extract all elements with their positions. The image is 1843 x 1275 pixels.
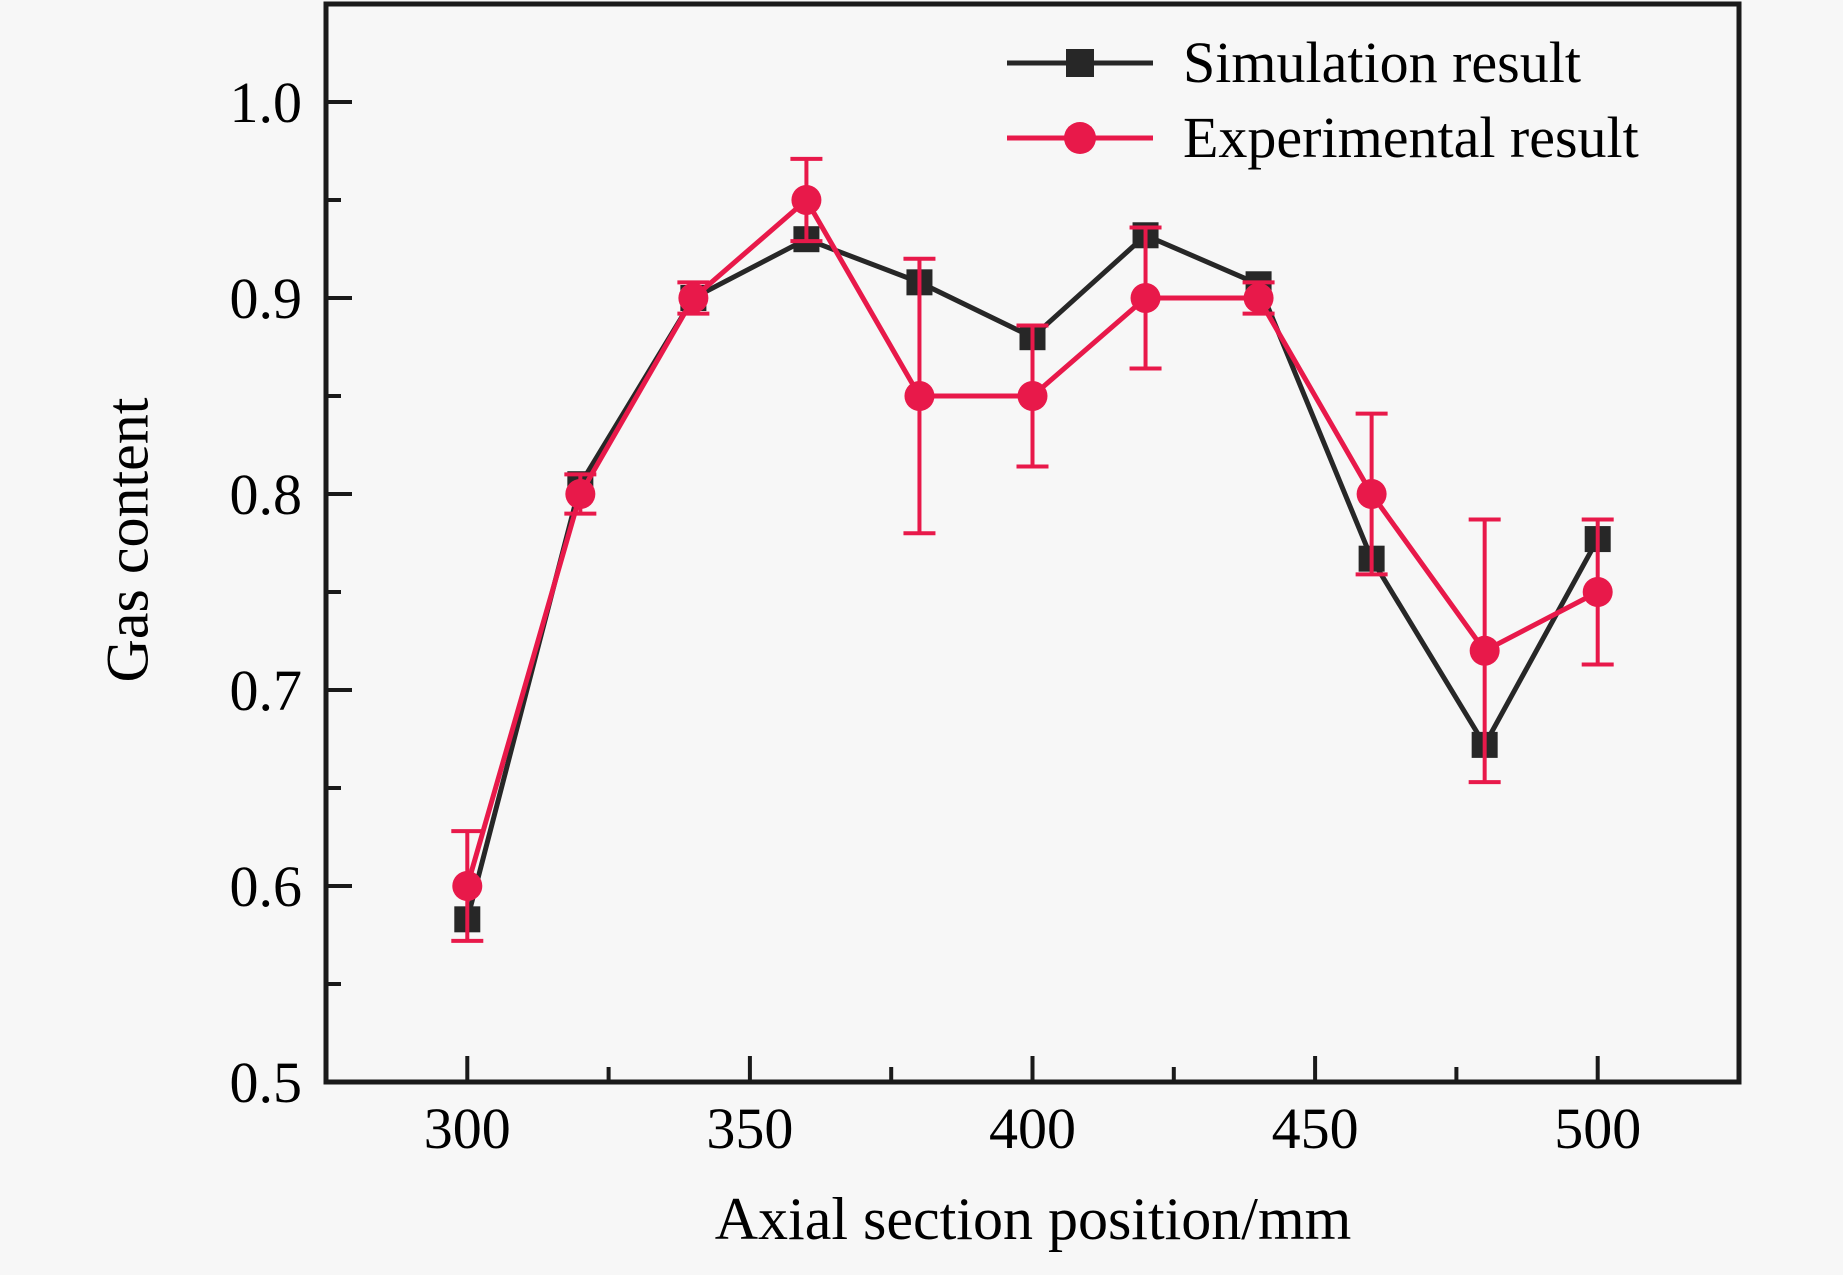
circle-marker: [565, 479, 596, 509]
circle-marker: [1356, 479, 1387, 509]
x-tick-label: 500: [1554, 1096, 1641, 1161]
circle-marker: [678, 283, 709, 313]
x-tick-label: 450: [1272, 1096, 1359, 1161]
x-tick-label: 400: [989, 1096, 1076, 1161]
y-tick-label: 0.5: [230, 1050, 303, 1115]
y-axis-title: Gas content: [94, 397, 161, 683]
plot-border: [323, 1, 1742, 1085]
y-tick-label: 0.7: [230, 658, 303, 723]
simulation-series-icon: [1007, 48, 1153, 77]
circle-marker: [1469, 635, 1500, 666]
circle-marker: [452, 871, 483, 901]
x-axis-title: Axial section position/mm: [714, 1186, 1352, 1252]
series-line-experimental: [464, 196, 1599, 887]
circle-marker: [1582, 577, 1613, 607]
legend-label-experimental: Experimental result: [1183, 105, 1639, 170]
circle-marker: [1130, 283, 1161, 313]
legend-item-experimental: Experimental result: [1005, 100, 1639, 175]
y-tick-label: 0.9: [230, 266, 303, 331]
experimental-series-icon: [1007, 121, 1153, 154]
y-tick-label: 0.8: [230, 462, 303, 527]
legend-item-simulation: Simulation result: [1005, 25, 1639, 100]
legend-label-simulation: Simulation result: [1183, 30, 1581, 95]
circle-marker: [904, 381, 935, 411]
y-tick-label: 0.6: [230, 854, 303, 919]
circle-marker: [791, 185, 822, 215]
legend: Simulation result Experimental result: [1005, 25, 1639, 175]
circle-marker: [1017, 381, 1048, 411]
circle-marker: [1243, 283, 1274, 313]
x-tick-label: 350: [706, 1096, 793, 1161]
y-tick-label: 1.0: [230, 70, 303, 135]
x-tick-label: 300: [424, 1096, 511, 1161]
